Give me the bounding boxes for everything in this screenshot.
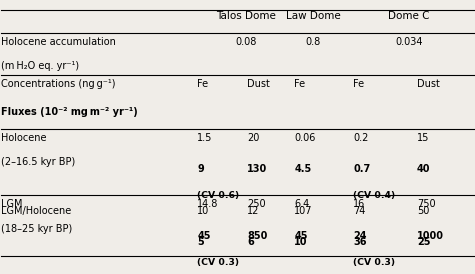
Text: 74: 74 [353, 206, 366, 216]
Text: Law Dome: Law Dome [285, 11, 341, 21]
Text: (CV 0.3): (CV 0.3) [197, 258, 239, 267]
Text: Talos Dome: Talos Dome [216, 11, 276, 21]
Text: 45: 45 [197, 231, 211, 241]
Text: (2–16.5 kyr BP): (2–16.5 kyr BP) [1, 157, 76, 167]
Text: (CV 0.4): (CV 0.4) [353, 191, 395, 200]
Text: 850: 850 [247, 231, 267, 241]
Text: 6.4: 6.4 [294, 199, 309, 209]
Text: 24: 24 [353, 231, 367, 241]
Text: 50: 50 [417, 206, 429, 216]
Text: Dome C: Dome C [388, 11, 429, 21]
Text: 16: 16 [353, 199, 365, 209]
Text: 4.5: 4.5 [294, 164, 312, 174]
Text: Fe: Fe [294, 79, 305, 89]
Text: 0.7: 0.7 [353, 164, 370, 174]
Text: Holocene: Holocene [1, 133, 47, 143]
Text: Fe: Fe [353, 79, 364, 89]
Text: LGM/Holocene: LGM/Holocene [1, 206, 72, 216]
Text: 5: 5 [197, 237, 204, 247]
Text: Fe: Fe [197, 79, 209, 89]
Text: 6: 6 [247, 237, 254, 247]
Text: (18–25 kyr BP): (18–25 kyr BP) [1, 224, 73, 234]
Text: 0.06: 0.06 [294, 133, 315, 143]
Text: 0.2: 0.2 [353, 133, 369, 143]
Text: 130: 130 [247, 164, 267, 174]
Text: (CV 0.3): (CV 0.3) [353, 258, 395, 267]
Text: 36: 36 [353, 237, 367, 247]
Text: 40: 40 [417, 164, 430, 174]
Text: 15: 15 [417, 133, 429, 143]
Text: 250: 250 [247, 199, 266, 209]
Text: Holocene accumulation: Holocene accumulation [1, 37, 116, 47]
Text: Dust: Dust [417, 79, 440, 89]
Text: LGM: LGM [1, 199, 23, 209]
Text: 107: 107 [294, 206, 313, 216]
Text: 0.034: 0.034 [395, 37, 422, 47]
Text: 750: 750 [417, 199, 436, 209]
Text: 12: 12 [247, 206, 259, 216]
Text: 10: 10 [197, 206, 209, 216]
Text: 1000: 1000 [417, 231, 444, 241]
Text: 20: 20 [247, 133, 259, 143]
Text: 0.8: 0.8 [305, 37, 321, 47]
Text: 10: 10 [294, 237, 308, 247]
Text: 0.08: 0.08 [235, 37, 256, 47]
Text: 45: 45 [294, 231, 308, 241]
Text: 14.8: 14.8 [197, 199, 219, 209]
Text: (CV 0.6): (CV 0.6) [197, 191, 239, 200]
Text: (m H₂O eq. yr⁻¹): (m H₂O eq. yr⁻¹) [1, 61, 79, 71]
Text: 1.5: 1.5 [197, 133, 213, 143]
Text: Fluxes (10⁻² mg m⁻² yr⁻¹): Fluxes (10⁻² mg m⁻² yr⁻¹) [1, 107, 138, 117]
Text: 25: 25 [417, 237, 430, 247]
Text: Dust: Dust [247, 79, 270, 89]
Text: 9: 9 [197, 164, 204, 174]
Text: Concentrations (ng g⁻¹): Concentrations (ng g⁻¹) [1, 79, 116, 89]
